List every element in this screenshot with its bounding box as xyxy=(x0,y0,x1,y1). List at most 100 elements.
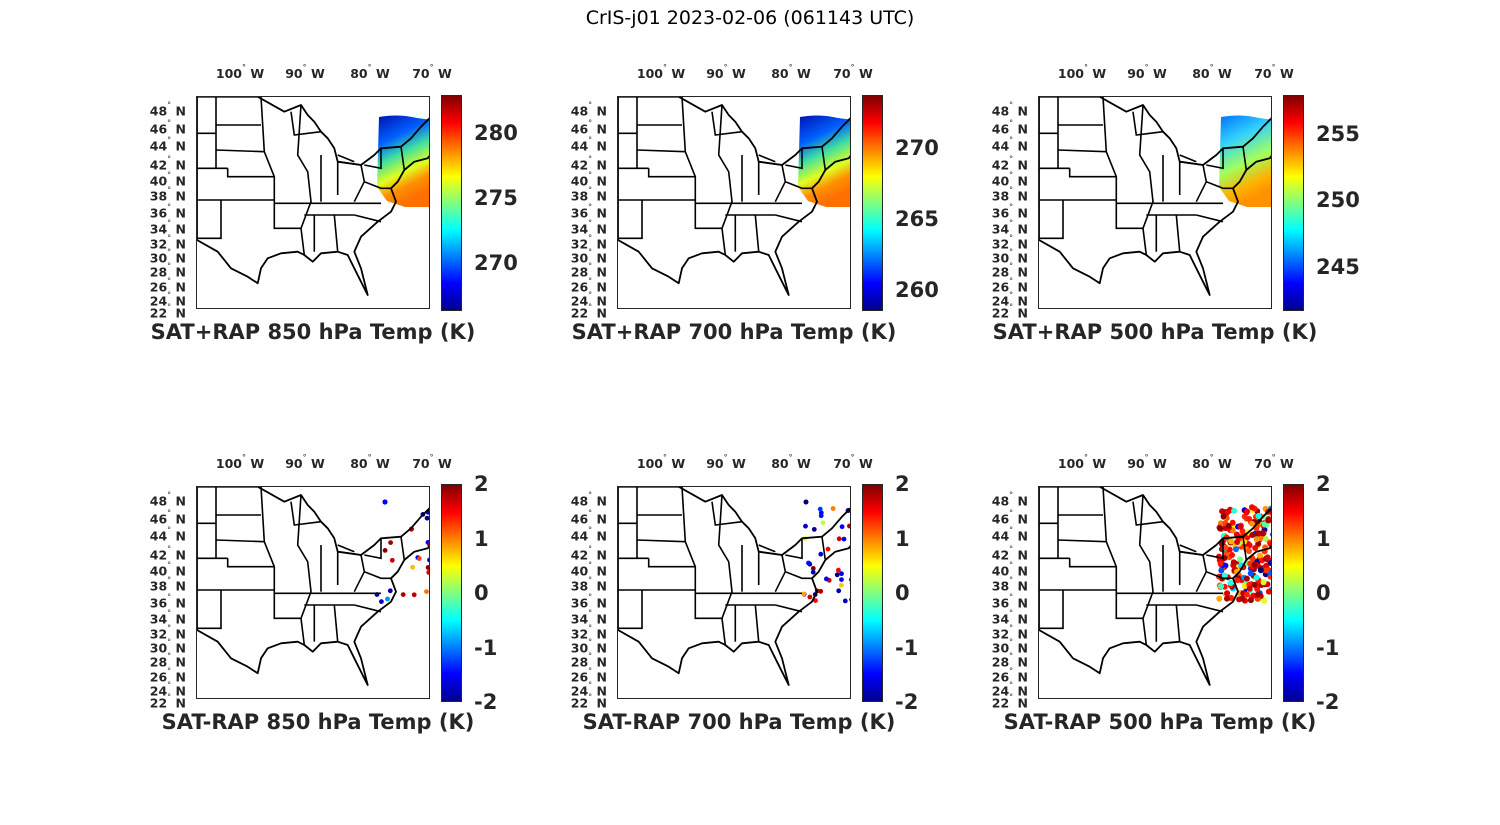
lat-tick-label: 28° N xyxy=(991,651,1028,670)
data-point xyxy=(1264,554,1271,561)
state-border xyxy=(1242,146,1248,171)
data-point xyxy=(1255,540,1262,547)
state-border xyxy=(337,154,355,163)
data-point xyxy=(1221,572,1228,579)
lon-tick-label: 70° W xyxy=(412,453,452,471)
colorbar-tick-label: 0 xyxy=(895,581,910,605)
data-point xyxy=(1265,517,1271,524)
state-border xyxy=(754,214,760,252)
data-point xyxy=(388,540,393,545)
data-point xyxy=(1234,539,1241,545)
lon-tick-label: 90° W xyxy=(706,63,746,81)
lat-tick-label: 44° N xyxy=(991,135,1028,154)
map-axes xyxy=(1038,96,1272,309)
colorbar xyxy=(441,484,462,702)
panel-title: SAT-RAP 700 hPa Temp (K) xyxy=(582,710,896,734)
state-border xyxy=(1206,148,1224,170)
data-point xyxy=(1267,541,1271,548)
lat-tick-label: 24° N xyxy=(149,290,186,309)
lat-tick-label: 24° N xyxy=(991,680,1028,699)
lat-tick-label: 46° N xyxy=(570,508,607,527)
colorbar-tick-label: 1 xyxy=(474,526,489,551)
lat-tick-label: 48° N xyxy=(570,490,607,509)
colorbar-tick-label: 270 xyxy=(895,135,939,160)
map-panel-4: 100° W 90° W 80° W 70° W 48° N 46° N 44° N 42° … xyxy=(128,445,548,745)
lon-tick-label: 70° W xyxy=(833,63,873,81)
data-point xyxy=(1217,525,1224,532)
lat-tick-label: 36° N xyxy=(570,592,607,611)
state-border xyxy=(1102,97,1143,230)
state-border xyxy=(1057,539,1107,543)
data-point xyxy=(1243,591,1250,598)
lat-tick-label: 42° N xyxy=(149,544,186,563)
colorbar-tick-label: 1 xyxy=(1316,526,1331,551)
us-coastline xyxy=(618,97,850,296)
lat-tick-label: 30° N xyxy=(570,637,607,656)
data-point xyxy=(1231,507,1238,514)
data-point xyxy=(806,560,811,566)
state-border xyxy=(1057,149,1107,153)
data-point xyxy=(1225,523,1232,529)
data-point xyxy=(834,572,840,578)
colorbar-tick-label: -1 xyxy=(474,635,498,660)
lat-tick-label: 34° N xyxy=(149,218,186,237)
data-point xyxy=(1247,597,1254,604)
state-border xyxy=(1179,154,1197,163)
data-point xyxy=(1249,532,1256,538)
lon-tick-label: 100° W xyxy=(636,453,686,471)
data-point xyxy=(818,513,824,519)
lat-tick-label: 30° N xyxy=(570,247,607,266)
lat-tick-label: 34° N xyxy=(991,608,1028,627)
lat-tick-label: 48° N xyxy=(149,100,186,119)
state-border xyxy=(354,604,382,613)
data-point xyxy=(1233,546,1239,553)
lon-tick-label: 100° W xyxy=(215,453,265,471)
lat-tick-label: 28° N xyxy=(991,261,1028,280)
state-border xyxy=(717,104,733,256)
lon-tick-label: 100° W xyxy=(1057,453,1107,471)
colorbar-tick-label: 0 xyxy=(1316,581,1331,605)
state-border xyxy=(785,148,803,170)
lat-tick-label: 28° N xyxy=(149,261,186,280)
state-border xyxy=(758,154,776,163)
colorbar xyxy=(862,484,883,702)
lat-tick-label: 48° N xyxy=(991,490,1028,509)
us-coastline xyxy=(618,487,850,686)
state-border xyxy=(1179,160,1233,190)
data-point xyxy=(1252,545,1259,551)
data-point xyxy=(1222,544,1229,551)
data-point xyxy=(839,524,845,530)
data-point xyxy=(849,577,850,582)
map-axes xyxy=(1038,486,1272,699)
colorbar xyxy=(1283,95,1304,311)
lat-tick-label: 38° N xyxy=(991,575,1028,594)
colorbar xyxy=(862,95,883,311)
us-coastline xyxy=(197,97,429,296)
state-border xyxy=(758,544,776,553)
state-border xyxy=(215,539,265,543)
data-point xyxy=(817,506,823,512)
map-svg xyxy=(618,97,850,296)
data-point xyxy=(1270,532,1271,537)
panel-title: SAT-RAP 500 hPa Temp (K) xyxy=(1003,710,1317,734)
data-point xyxy=(389,557,395,563)
lat-tick-label: 22° N xyxy=(149,692,186,711)
data-point xyxy=(811,527,817,532)
data-point xyxy=(382,499,388,505)
data-point xyxy=(1239,595,1246,602)
data-point xyxy=(810,569,816,575)
lat-tick-label: 34° N xyxy=(570,218,607,237)
state-border xyxy=(364,148,382,170)
lon-tick-label: 100° W xyxy=(215,63,265,81)
data-point xyxy=(1256,552,1263,559)
lat-tick-label: 22° N xyxy=(149,302,186,321)
lat-tick-label: 48° N xyxy=(991,100,1028,119)
map-axes xyxy=(196,96,430,309)
state-border xyxy=(296,104,312,256)
data-point xyxy=(1253,574,1260,581)
state-border xyxy=(1195,181,1208,203)
data-point xyxy=(839,571,844,577)
data-point xyxy=(1224,595,1230,602)
data-point xyxy=(824,576,829,582)
lat-tick-label: 48° N xyxy=(149,490,186,509)
